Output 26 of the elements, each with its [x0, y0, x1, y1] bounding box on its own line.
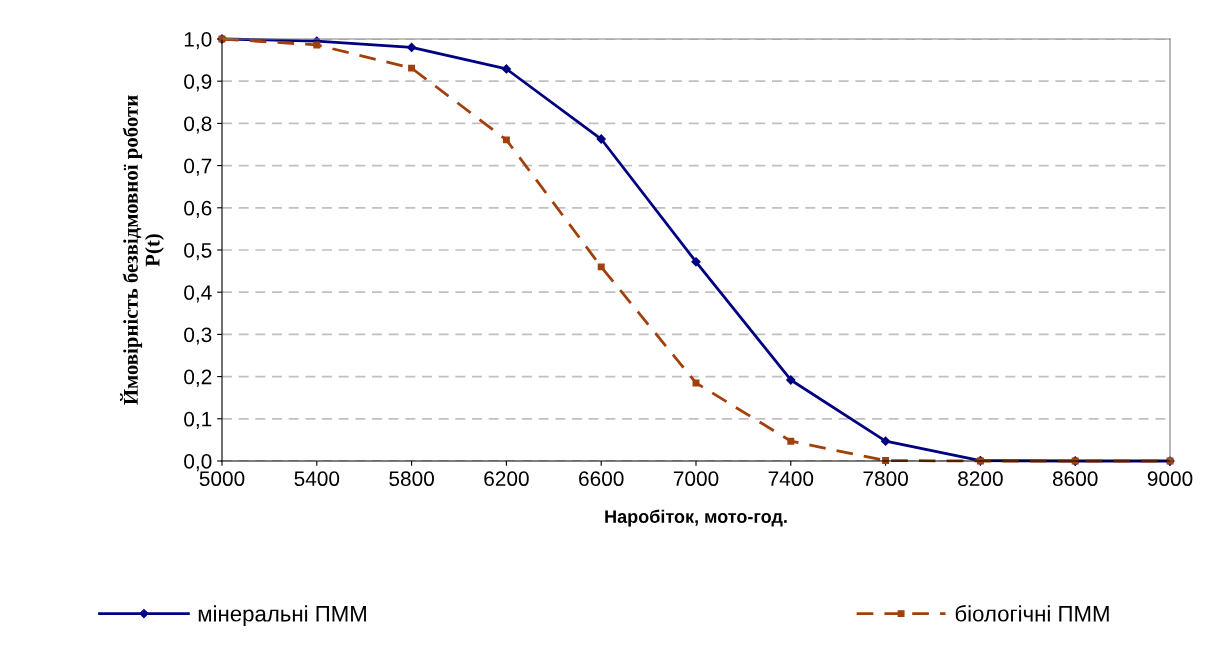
y-tick-label: 0,3 [184, 327, 212, 345]
x-tick-label: 6200 [484, 471, 529, 487]
legend-label: мінеральні ПММ [198, 605, 366, 626]
y-axis-title: Ймовірність безвідмовної роботи P(t) [119, 95, 164, 405]
y-tick-label: 0,8 [184, 116, 212, 134]
x-tick-label: 8200 [958, 471, 1003, 487]
x-tick-label: 7400 [768, 471, 814, 487]
y-tick-label: 1,0 [184, 32, 212, 50]
y-tick-label: 0,4 [184, 285, 212, 303]
y-tick-label: 0,2 [184, 369, 212, 387]
y-tick-label: 0,9 [184, 74, 212, 92]
x-tick-label: 8600 [1052, 471, 1098, 487]
y-tick-label: 0,7 [184, 158, 212, 176]
x-tick-label: 9000 [1147, 471, 1193, 487]
y-tick-label: 0,6 [184, 200, 212, 219]
y-tick-label: 0,5 [184, 243, 212, 261]
x-tick-label: 6600 [579, 471, 624, 487]
x-tick-label: 7800 [863, 471, 908, 487]
x-axis-title: Наробіток, мото-год. [605, 509, 787, 527]
y-tick-label: 0,1 [184, 411, 212, 430]
x-tick-label: 5400 [294, 471, 340, 487]
legend-label: біологічні ПММ [955, 605, 1109, 622]
y-tick-label: 0,0 [184, 454, 212, 472]
x-tick-label: 7000 [673, 471, 719, 487]
x-tick-label: 5000 [199, 471, 245, 487]
x-tick-label: 5800 [389, 471, 434, 487]
